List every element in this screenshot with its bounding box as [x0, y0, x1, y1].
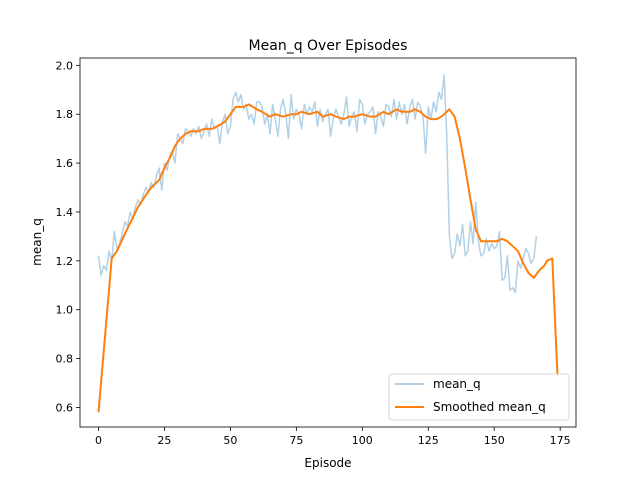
plot-area: 0 25 50 75 100 125 150 175 0.6 0.8 1.0 1.2 1.4 1.6 1.… [56, 57, 577, 447]
x-tick-label: 125 [418, 434, 439, 447]
y-tick-label: 1.8 [56, 108, 74, 121]
x-tick-label: 175 [550, 434, 571, 447]
x-tick-label: 0 [95, 434, 102, 447]
plot-frame [79, 57, 577, 428]
legend: mean_q Smoothed mean_q [388, 373, 570, 421]
series-line-smoothed-mean-q [97, 103, 559, 413]
y-tick-label: 0.8 [56, 353, 74, 366]
legend-label-mean-q: mean_q [433, 377, 481, 391]
x-tick-label: 25 [157, 434, 171, 447]
y-tick-label: 1.0 [56, 304, 74, 317]
x-tick-label: 50 [223, 434, 237, 447]
legend-box [388, 373, 570, 421]
y-tick-label: 0.6 [56, 401, 74, 414]
y-tick-label: 2.0 [56, 59, 74, 72]
legend-label-smoothed-mean-q: Smoothed mean_q [433, 400, 546, 414]
y-tick-label: 1.6 [56, 157, 74, 170]
series-layer [97, 74, 559, 413]
y-tick-label: 1.4 [56, 206, 74, 219]
x-tick-label: 150 [484, 434, 505, 447]
y-tick-label: 1.2 [56, 255, 74, 268]
y-axis-label: mean_q [30, 218, 44, 266]
x-axis-ticks: 0 25 50 75 100 125 150 175 [95, 427, 571, 447]
y-axis-ticks: 0.6 0.8 1.0 1.2 1.4 1.6 1.8 2.0 [56, 59, 80, 414]
chart-title: Mean_q Over Episodes [249, 38, 408, 54]
x-tick-label: 75 [289, 434, 303, 447]
x-tick-label: 100 [352, 434, 373, 447]
x-axis-label: Episode [304, 456, 351, 470]
